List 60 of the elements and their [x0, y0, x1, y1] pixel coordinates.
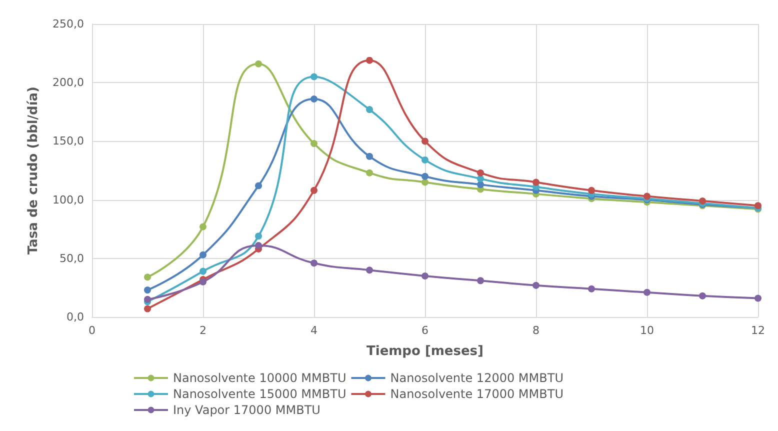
- x-tick-label: 8: [532, 324, 540, 337]
- point: [144, 274, 151, 281]
- point: [422, 272, 428, 280]
- y-tick-label: 150,0: [52, 134, 84, 148]
- point: [422, 172, 428, 180]
- y-axis-title: Tasa de crudo (bbl/día): [26, 86, 41, 255]
- point: [310, 73, 318, 80]
- point: [477, 169, 484, 176]
- x-tick-label: 2: [200, 324, 206, 337]
- point: [477, 277, 484, 284]
- point: [422, 138, 428, 145]
- point: [255, 182, 262, 190]
- legend-label: Nanosolvente 10000 MMBTU: [173, 371, 346, 385]
- point: [255, 242, 262, 250]
- point: [422, 156, 428, 164]
- point: [588, 285, 595, 292]
- point: [310, 140, 318, 148]
- point: [699, 292, 706, 300]
- legend-label: Iny Vapor 17000 MMBTU: [173, 403, 320, 417]
- point: [366, 266, 373, 274]
- point: [699, 197, 706, 204]
- point: [144, 286, 151, 294]
- point: [255, 232, 262, 240]
- y-tick-label: 250,0: [52, 18, 84, 30]
- point: [754, 294, 762, 302]
- x-tick-label: 12: [751, 324, 765, 337]
- point: [477, 175, 484, 182]
- point: [255, 60, 262, 68]
- point: [754, 202, 762, 210]
- y-tick-label: 50,0: [60, 252, 84, 265]
- x-tick-label: 4: [310, 324, 318, 337]
- point: [644, 288, 650, 296]
- point: [477, 181, 484, 188]
- point: [200, 251, 206, 258]
- y-tick-label: 0,0: [66, 310, 84, 324]
- point: [366, 56, 373, 64]
- point: [200, 268, 206, 275]
- legend-label: Nanosolvente 17000 MMBTU: [390, 387, 564, 401]
- x-tick-label: 10: [640, 324, 654, 337]
- point: [644, 192, 650, 200]
- legend-label: Nanosolvente 12000 MMBTU: [390, 371, 564, 385]
- point: [366, 152, 373, 160]
- point: [310, 186, 318, 194]
- x-axis-title: Tiempo [meses]: [366, 344, 484, 359]
- point: [588, 186, 595, 194]
- point: [144, 296, 151, 303]
- legend-label: Nanosolvente 15000 MMBTU: [173, 387, 346, 401]
- point: [366, 106, 373, 114]
- point: [366, 169, 373, 176]
- point: [532, 282, 540, 289]
- point: [532, 178, 540, 186]
- point: [310, 96, 318, 103]
- point: [310, 260, 318, 267]
- point: [200, 278, 206, 286]
- y-tick-label: 100,0: [52, 193, 84, 206]
- x-tick-label: 0: [88, 324, 96, 337]
- point: [144, 305, 151, 312]
- y-tick-label: 200,0: [52, 76, 84, 90]
- x-tick-label: 6: [422, 324, 428, 337]
- point: [200, 223, 206, 230]
